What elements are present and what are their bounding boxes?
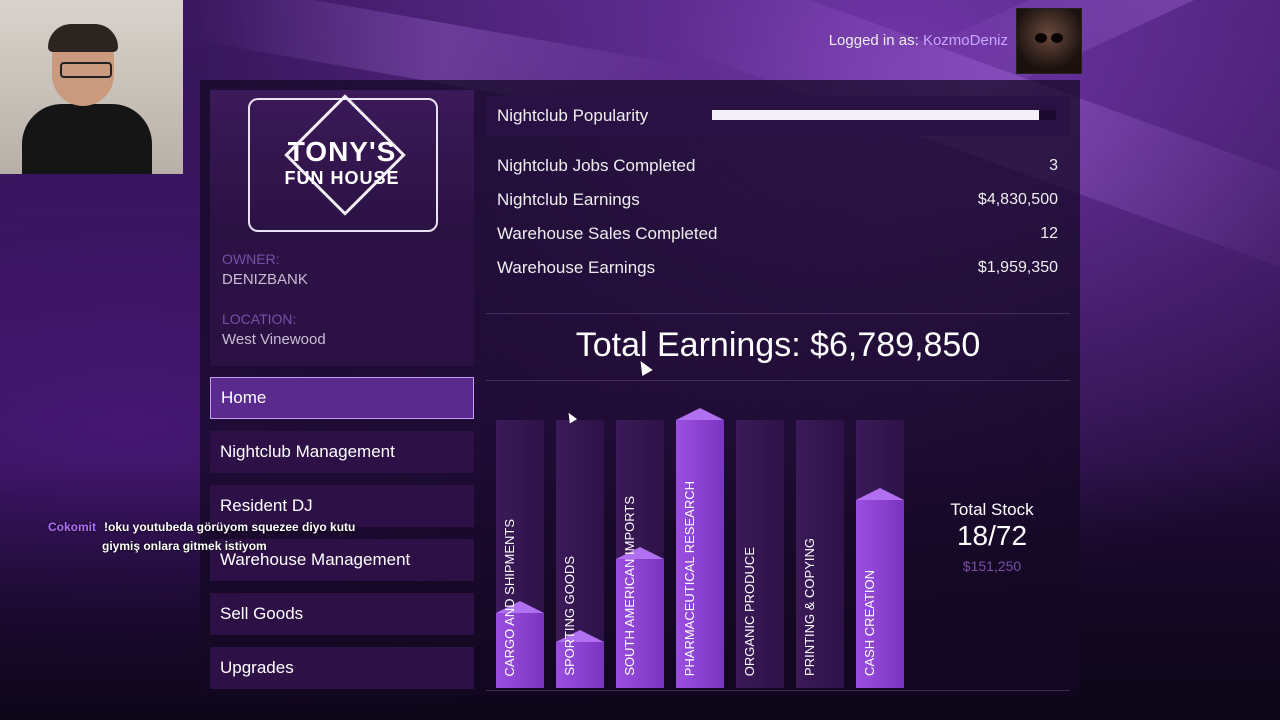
owner-label: OWNER: [222, 251, 280, 267]
business-logo: TONY'S FUN HOUSE [210, 90, 474, 238]
menu-item-home[interactable]: Home [210, 377, 474, 419]
avatar-eye [1051, 33, 1063, 43]
login-status: Logged in as: KozmoDeniz [829, 32, 1008, 49]
stock-column-label: SPORTING GOODS [562, 556, 577, 676]
total-stock-title: Total Stock [950, 500, 1034, 519]
webcam-overlay [0, 0, 183, 174]
menu-item-nightclub-management[interactable]: Nightclub Management [210, 431, 474, 473]
chat-text-line1: !oku youtubeda görüyom squezee diyo kutu [104, 520, 356, 534]
stat-value-jobs: 3 [1049, 157, 1058, 174]
location-label: LOCATION: [222, 311, 297, 327]
stock-column-fill [556, 630, 604, 688]
divider [486, 380, 1070, 381]
username: KozmoDeniz [922, 32, 1008, 49]
stock-column [796, 420, 844, 688]
stock-column [496, 420, 544, 688]
location-value: West Vinewood [222, 331, 326, 348]
stock-column [856, 420, 904, 688]
logo-frame [248, 98, 438, 232]
business-info: OWNER: DENIZBANK LOCATION: West Vinewood [210, 238, 474, 366]
avatar-eye [1035, 33, 1047, 43]
stat-label-warehouse-sales: Warehouse Sales Completed [497, 224, 718, 243]
stock-column-fill [856, 488, 904, 688]
popularity-bar [712, 110, 1056, 120]
stock-column-fill [496, 600, 544, 688]
total-earnings: Total Earnings: $6,789,850 [575, 326, 981, 364]
stock-column-label: PRINTING & COPYING [802, 538, 817, 676]
stat-value-warehouse-sales: 12 [1040, 225, 1058, 242]
menu-item-sell-goods[interactable]: Sell Goods [210, 593, 474, 635]
chat-user: Cokomit [48, 520, 96, 534]
menu-item-resident-dj[interactable]: Resident DJ [210, 485, 474, 527]
stat-value-nightclub-earnings: $4,830,500 [977, 191, 1058, 208]
avatar[interactable] [1016, 8, 1082, 74]
owner-value: DENIZBANK [222, 271, 308, 288]
stat-label-jobs: Nightclub Jobs Completed [497, 156, 696, 175]
popularity-bar-fill [712, 110, 1039, 120]
stat-label-warehouse-earnings: Warehouse Earnings [497, 258, 656, 277]
menu-item-warehouse-management[interactable]: Warehouse Management [210, 539, 474, 581]
stat-label-nightclub-earnings: Nightclub Earnings [497, 190, 640, 209]
stat-value-warehouse-earnings: $1,959,350 [977, 259, 1058, 276]
stock-column-label: ORGANIC PRODUCE [742, 546, 757, 676]
divider [486, 313, 1070, 314]
stock-column-label: CASH CREATION [862, 570, 877, 676]
popularity-label: Nightclub Popularity [497, 106, 649, 125]
chat-message: Cokomit !oku youtubeda görüyom squezee di… [48, 518, 355, 556]
stock-column [616, 420, 664, 688]
total-stock-count: 18/72 [956, 520, 1028, 551]
stock-column-fill [676, 408, 724, 688]
logo-text-line1: TONY'S [287, 136, 397, 167]
logged-in-label: Logged in as: [828, 32, 919, 49]
stock-column [736, 420, 784, 688]
stock-column-label: CARGO AND SHIPMENTS [502, 518, 517, 676]
stock-column-fill [616, 547, 664, 688]
total-stock-value: $151,250 [962, 558, 1022, 574]
logo-text-line2: FUN HOUSE [284, 168, 400, 188]
divider [486, 690, 1070, 691]
stock-column [676, 408, 724, 688]
stock-column [556, 420, 604, 688]
stock-column-label: PHARMACEUTICAL RESEARCH [682, 480, 697, 676]
stock-column-label: SOUTH AMERICAN IMPORTS [622, 496, 637, 676]
menu-item-upgrades[interactable]: Upgrades [210, 647, 474, 689]
chat-text-line2: giymiş onlara gitmek istiyom [102, 539, 267, 553]
